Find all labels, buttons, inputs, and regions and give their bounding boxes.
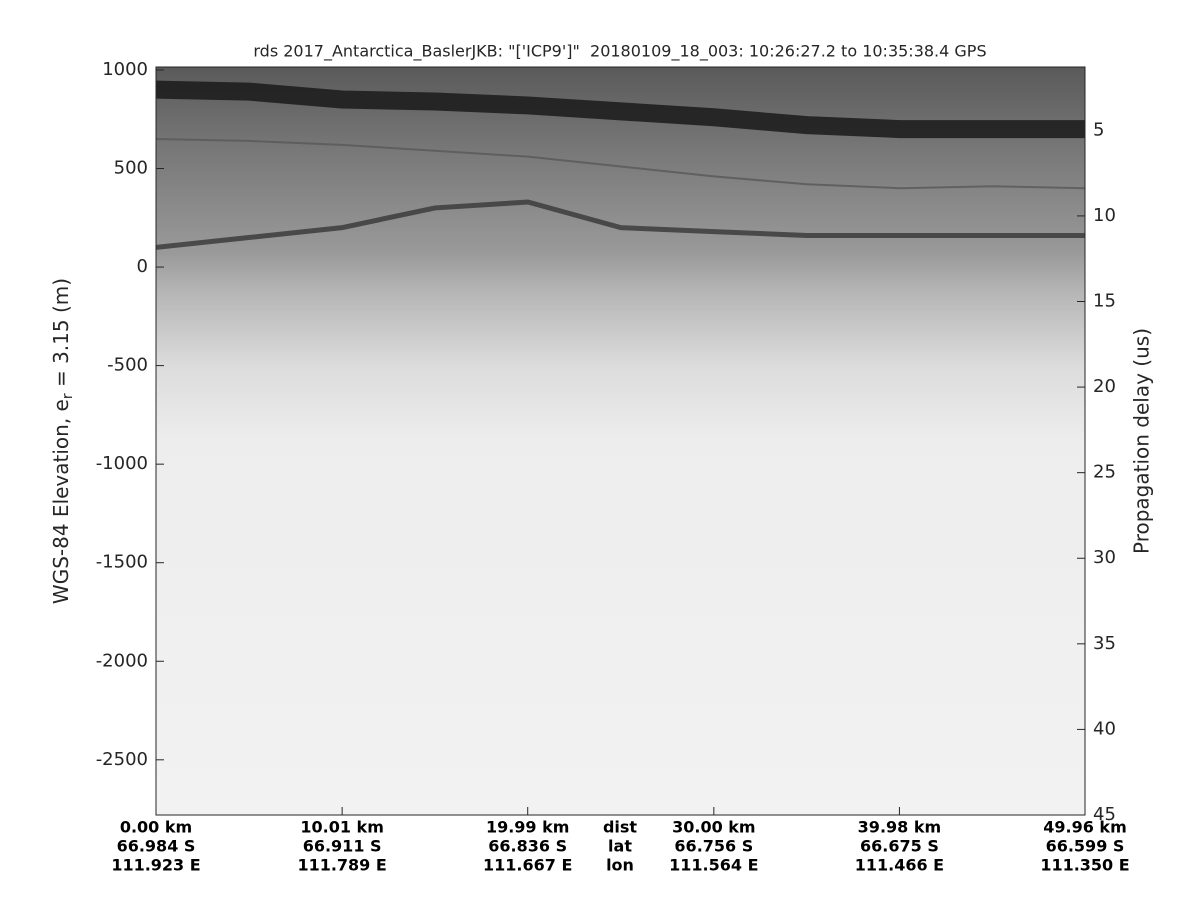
y-label-subscript: r (60, 393, 76, 399)
lon-label: 111.466 E (855, 856, 944, 875)
y-label-part: = 3.15 (m) (49, 278, 73, 393)
chart-title: rds 2017_Antarctica_BaslerJKB: "['ICP9']… (253, 42, 986, 62)
layer-line (156, 199, 1085, 250)
y-tick-label: 1000 (102, 59, 148, 80)
y-tick-label: -1500 (96, 552, 148, 573)
x-tick-label: 49.96 km (1043, 818, 1127, 837)
y2-tick-label: 35 (1093, 633, 1116, 654)
y-tick-label: -2000 (96, 650, 148, 671)
x-tick-label: 19.99 km (486, 818, 570, 837)
lat-label: 66.984 S (117, 837, 196, 856)
lon-label: 111.350 E (1040, 856, 1129, 875)
lat-label: 66.675 S (860, 837, 939, 856)
lat-label: 66.836 S (488, 837, 567, 856)
y2-tick-label: 10 (1093, 205, 1116, 226)
y-axis-label: WGS-84 Elevation, er = 3.15 (m) (49, 278, 77, 604)
row-label: dist (603, 818, 637, 837)
y-tick-label: -500 (107, 355, 148, 376)
lon-label: 111.923 E (111, 856, 200, 875)
y2-tick-label: 25 (1093, 462, 1116, 483)
row-label: lat (608, 837, 632, 856)
plot-frame (155, 66, 1086, 816)
y2-tick-label: 15 (1093, 290, 1116, 311)
y2-tick-label: 20 (1093, 376, 1116, 397)
y2-tick-label: 45 (1093, 804, 1116, 825)
lat-label: 66.599 S (1046, 837, 1125, 856)
lat-label: 66.911 S (303, 837, 382, 856)
lon-label: 111.564 E (669, 856, 758, 875)
y-tick-label: 500 (114, 158, 148, 179)
lon-label: 111.789 E (297, 856, 386, 875)
layer-line (156, 137, 1085, 190)
echogram (156, 67, 1085, 815)
row-label: lon (606, 856, 634, 875)
y-tick-label: -2500 (96, 749, 148, 770)
lon-label: 111.667 E (483, 856, 572, 875)
y2-tick-label: 30 (1093, 547, 1116, 568)
y-tick-label: 0 (137, 256, 148, 277)
y2-axis-label: Propagation delay (us) (1130, 328, 1154, 554)
x-tick-label: 39.98 km (858, 818, 942, 837)
y-tick-label: -1000 (96, 453, 148, 474)
x-tick-label: 0.00 km (120, 818, 192, 837)
x-tick-label: 30.00 km (672, 818, 756, 837)
lat-label: 66.756 S (674, 837, 753, 856)
y-label-part: WGS-84 Elevation, e (49, 399, 73, 604)
y2-tick-label: 5 (1093, 119, 1104, 140)
y2-tick-label: 40 (1093, 718, 1116, 739)
x-tick-label: 10.01 km (300, 818, 384, 837)
layer-line (156, 80, 1085, 139)
